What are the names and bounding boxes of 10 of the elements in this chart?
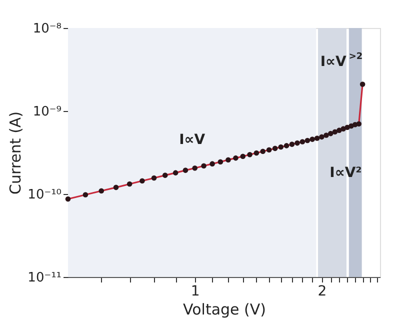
y-tick-label: 10⁻⁸ (32, 22, 62, 36)
x-tick-label: 2 (318, 284, 327, 300)
y-axis-title: Current (A) (6, 111, 25, 195)
y-tick-label: 10⁻⁹ (32, 104, 62, 120)
annotation: I∝V² (330, 165, 362, 181)
x-axis-title: Voltage (V) (183, 300, 266, 318)
y-tick-label: 10⁻¹⁰ (28, 188, 62, 202)
annotation: I∝V (179, 132, 206, 148)
x-tick-label: 1 (190, 284, 200, 300)
y-tick-label: 10⁻¹¹ (28, 270, 62, 286)
